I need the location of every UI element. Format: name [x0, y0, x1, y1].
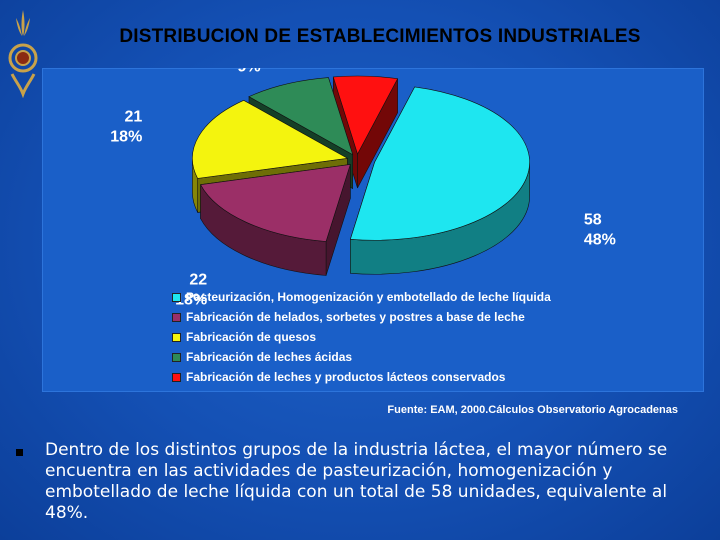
slide-title: DISTRIBUCION DE ESTABLECIMIENTOS INDUSTR…	[119, 26, 641, 47]
legend-label-4: Fabricación de leches ácidas	[186, 350, 353, 364]
legend-label-2: Fabricación de helados, sorbetes y postr…	[186, 310, 525, 324]
percent-label-3: 18%	[110, 129, 142, 146]
pie-slice-top-2	[200, 164, 351, 242]
chart-legend: Pasteurización, Homogenización y embotel…	[172, 287, 551, 387]
pie-slice-top-3	[192, 99, 349, 179]
bullet-text: Dentro de los distintos grupos de la ind…	[45, 440, 668, 523]
legend-item-4: Fabricación de leches ácidas	[172, 347, 551, 367]
legend-swatch-3	[172, 332, 181, 342]
legend-label-3: Fabricación de quesos	[186, 330, 317, 344]
legend-item-5: Fabricación de leches y productos lácteo…	[172, 367, 551, 387]
value-label-1: 58	[584, 212, 602, 229]
value-label-2: 22	[189, 271, 207, 288]
percent-label-2: 18%	[175, 291, 207, 308]
value-label-3: 21	[125, 109, 143, 126]
legend-item-1: Pasteurización, Homogenización y embotel…	[172, 287, 551, 307]
pie-slice-top-1	[349, 86, 530, 241]
pie-slice-top-4	[248, 77, 354, 156]
legend-label-5: Fabricación de leches y productos lácteo…	[186, 370, 506, 384]
legend-swatch-1	[172, 292, 181, 302]
legend-label-1: Pasteurización, Homogenización y embotel…	[186, 290, 551, 304]
source-note: Fuente: EAM, 2000.Cálculos Observatorio …	[387, 404, 678, 416]
legend-swatch-4	[172, 352, 181, 362]
pie-slice-top-5	[332, 75, 399, 155]
legend-swatch-2	[172, 312, 181, 322]
percent-label-4: 9%	[237, 68, 260, 75]
legend-item-3: Fabricación de quesos	[172, 327, 551, 347]
pie-slice-1	[349, 86, 530, 275]
percent-label-1: 48%	[584, 232, 616, 249]
pie-slice-2	[200, 164, 351, 276]
bullet-square-icon	[16, 449, 23, 456]
bullet-item: Dentro de los distintos grupos de la ind…	[16, 440, 696, 524]
wheat-emblem-icon	[8, 10, 38, 98]
legend-item-2: Fabricación de helados, sorbetes y postr…	[172, 307, 551, 327]
legend-swatch-5	[172, 372, 181, 382]
